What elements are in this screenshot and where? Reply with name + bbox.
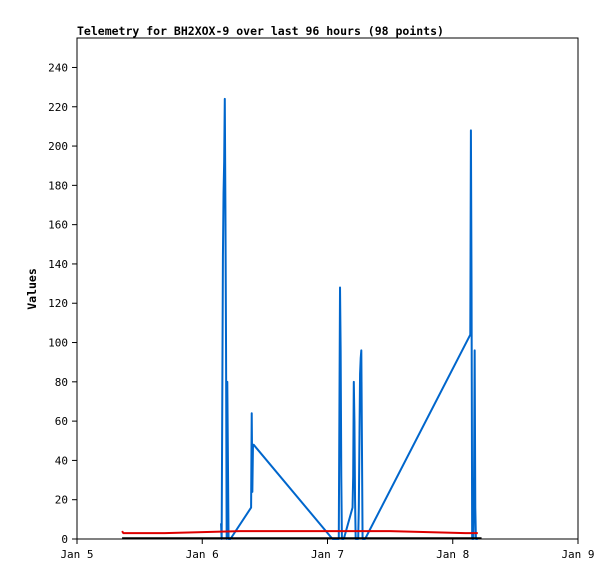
y-axis-ticks: 0 20 40 60 80 100 120 140 160 180 200 220 240: [48, 61, 77, 546]
y-tick-label: 20: [55, 494, 68, 507]
y-tick-label: 220: [48, 101, 68, 114]
y-tick-label: 60: [55, 415, 68, 428]
plot-frame: [76, 37, 579, 540]
y-tick-label: 80: [55, 376, 68, 389]
x-tick-label: Jan 5: [60, 548, 93, 561]
y-tick-label: 0: [61, 533, 68, 546]
series-group: [121, 97, 482, 540]
chart-title: Telemetry for BH2XOX-9 over last 96 hour…: [77, 24, 444, 38]
y-tick-label: 40: [55, 454, 68, 467]
x-tick-label: Jan 9: [561, 548, 594, 561]
series-line-2: [121, 530, 478, 535]
y-tick-label: 200: [48, 140, 68, 153]
series-line-1: [220, 97, 479, 540]
x-axis-ticks: Jan 5 Jan 6 Jan 7 Jan 8 Jan 9: [60, 539, 595, 561]
x-tick-label: Jan 7: [311, 548, 344, 561]
y-tick-label: 120: [48, 297, 68, 310]
y-tick-label: 100: [48, 337, 68, 350]
y-tick-label: 180: [48, 179, 68, 192]
y-tick-label: 240: [48, 61, 68, 74]
x-tick-label: Jan 8: [436, 548, 469, 561]
y-tick-label: 160: [48, 219, 68, 232]
y-axis-label: Values: [25, 268, 39, 310]
y-tick-label: 140: [48, 258, 68, 271]
x-tick-label: Jan 6: [186, 548, 219, 561]
